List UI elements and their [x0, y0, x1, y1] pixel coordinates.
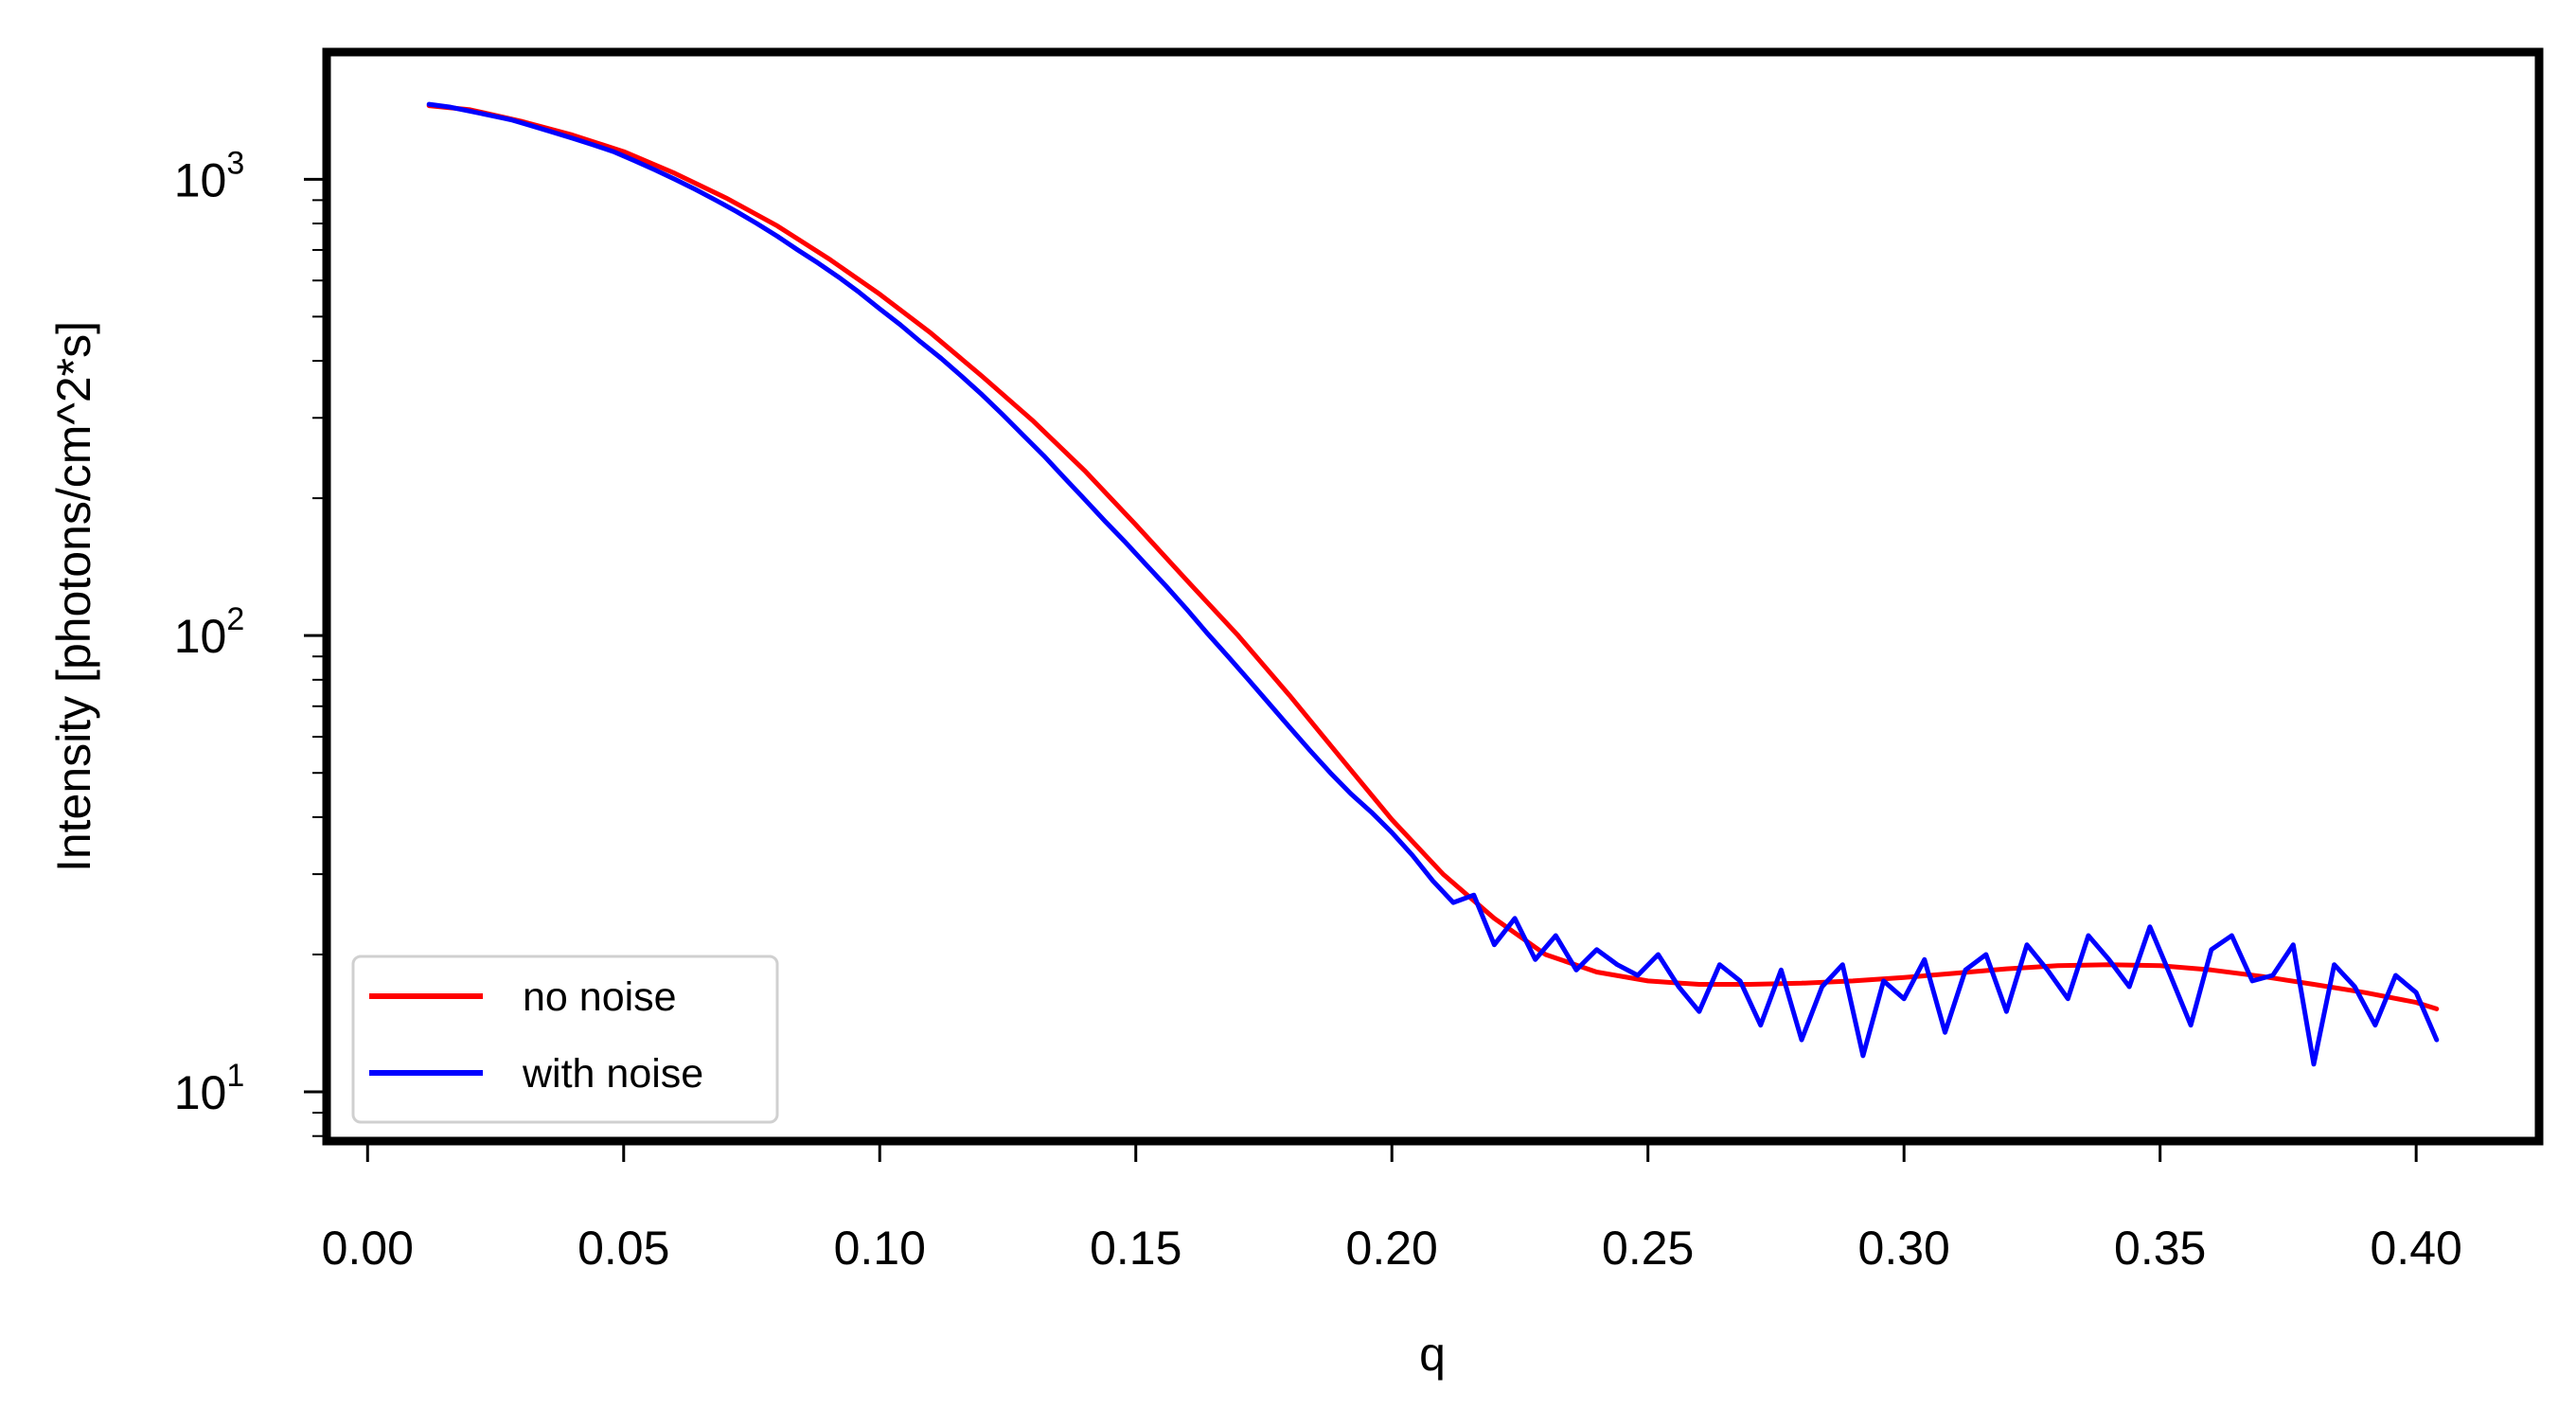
x-tick-label-0.15: 0.15 [1090, 1222, 1181, 1275]
plot-frame [322, 47, 2544, 1146]
legend-label-no-noise: no noise [523, 974, 677, 1020]
x-tick-label-0.05: 0.05 [577, 1222, 669, 1275]
y-axis-title: Intensity [photons/cm^2*s] [47, 321, 100, 872]
plot-area [426, 101, 2440, 1067]
x-axis: 0.00 0.05 0.10 0.15 0.20 0.25 0.30 0.35 0.40 [322, 1145, 2462, 1275]
series-line-with-noise [426, 101, 2440, 1067]
x-tick-label-0.10: 0.10 [834, 1222, 926, 1275]
x-tick-label-0.40: 0.40 [2371, 1222, 2462, 1275]
legend-label-with-noise: with noise [522, 1051, 703, 1097]
x-tick-label-0.25: 0.25 [1602, 1222, 1694, 1275]
legend: no noise with noise [351, 955, 779, 1124]
series-line-no-noise [426, 103, 2440, 1011]
x-tick-label-0.35: 0.35 [2114, 1222, 2206, 1275]
x-tick-label-0.30: 0.30 [1858, 1222, 1950, 1275]
x-tick-label-0.20: 0.20 [1346, 1222, 1438, 1275]
x-tick-label-0.00: 0.00 [322, 1222, 414, 1275]
x-axis-title: q [1419, 1328, 1446, 1381]
y-tick-label-100: 102 [174, 601, 245, 663]
